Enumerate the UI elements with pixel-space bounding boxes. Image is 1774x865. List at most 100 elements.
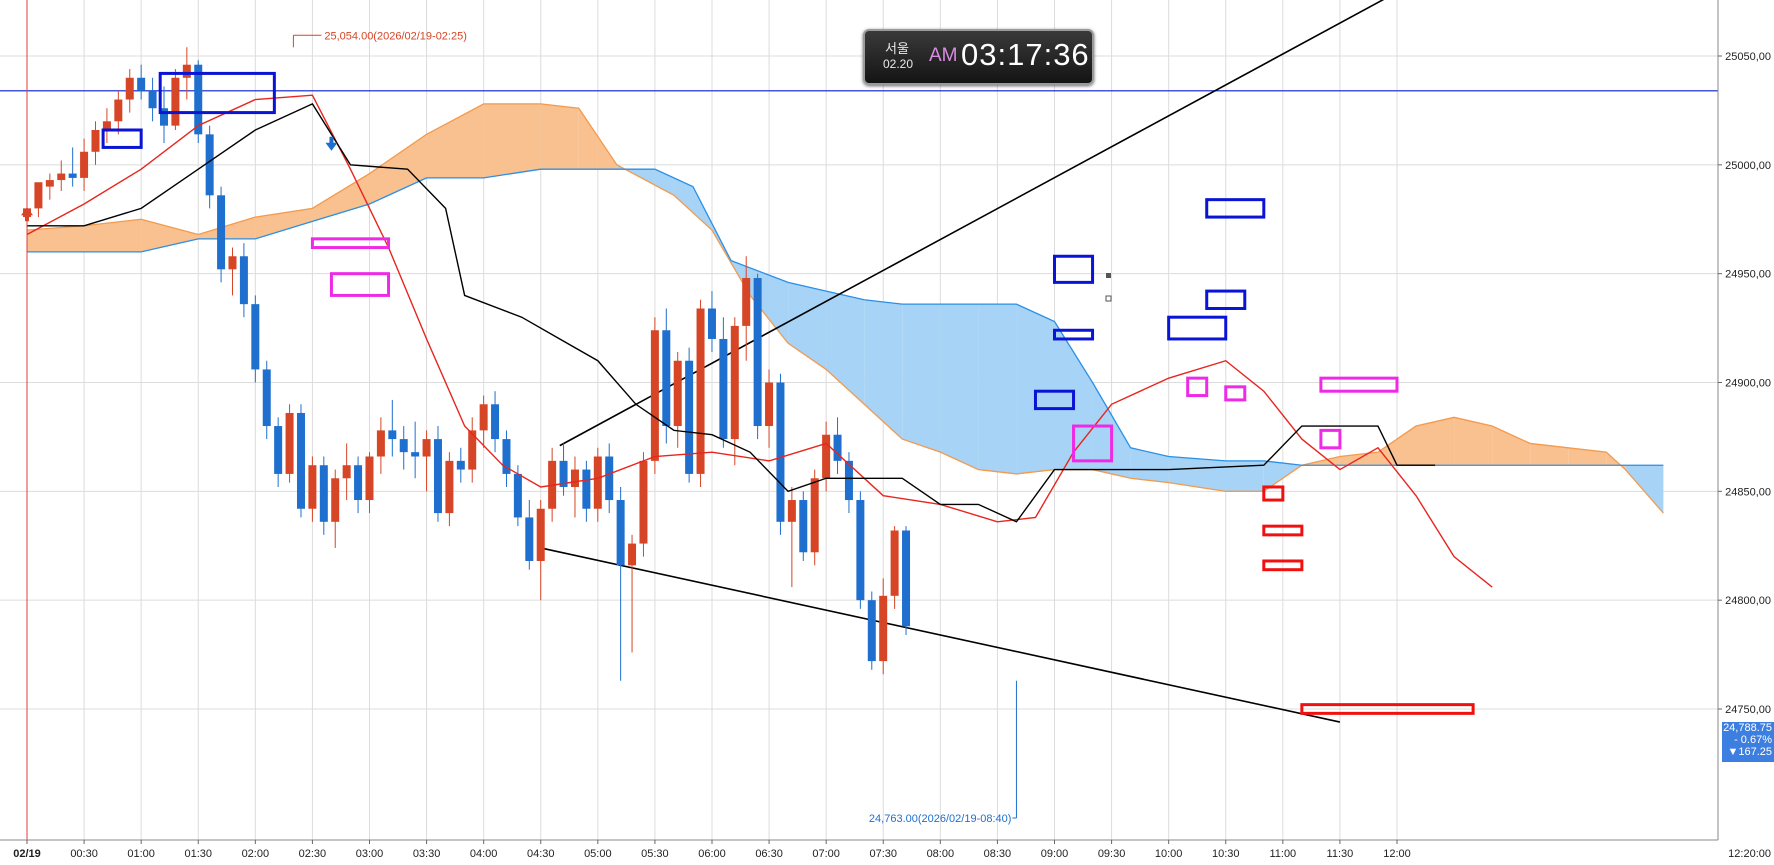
candle-body xyxy=(125,77,134,100)
zone-box-red xyxy=(1262,485,1285,502)
candle-body xyxy=(114,99,123,122)
cloud-segment xyxy=(369,134,427,205)
cloud-segment xyxy=(1225,460,1264,492)
time-tick-label: 05:00 xyxy=(584,848,612,860)
time-tick-label: 08:30 xyxy=(984,848,1012,860)
candle-body xyxy=(45,180,54,187)
time-tick-label: 09:30 xyxy=(1098,848,1126,860)
candle-body xyxy=(228,256,237,270)
candle xyxy=(422,430,431,492)
cloud-segment xyxy=(578,108,598,170)
time-tick-label: 10:00 xyxy=(1155,848,1183,860)
candle xyxy=(34,182,43,218)
candle xyxy=(262,360,271,440)
candle-body xyxy=(833,434,842,461)
clock-time: 03:17:36 xyxy=(961,37,1090,72)
candle-body xyxy=(91,130,100,152)
candle xyxy=(239,243,248,318)
candle xyxy=(45,173,54,200)
candle-body xyxy=(628,543,637,566)
candle-body xyxy=(376,430,385,457)
candle xyxy=(628,534,637,653)
price-axis-bg xyxy=(1718,0,1774,865)
candle xyxy=(582,460,591,522)
candle xyxy=(822,421,831,492)
cloud-segment xyxy=(312,173,370,222)
cloud-segment xyxy=(940,304,979,470)
cloud-segment xyxy=(1016,304,1055,474)
price-tick-label: 24850,00 xyxy=(1725,486,1771,498)
candle xyxy=(525,500,534,570)
candle xyxy=(102,108,111,144)
candle-body xyxy=(331,478,340,522)
cloud-segment xyxy=(426,103,484,178)
candle xyxy=(125,69,134,113)
candle-body xyxy=(34,182,43,209)
candles xyxy=(23,47,911,681)
candle xyxy=(799,491,808,561)
candle-body xyxy=(570,469,579,487)
zone-box-red xyxy=(1300,703,1475,715)
time-tick-label: 00:30 xyxy=(70,848,98,860)
cloud-segment xyxy=(198,217,256,239)
time-tick-label: 10:30 xyxy=(1212,848,1240,860)
candle xyxy=(536,500,545,601)
candle xyxy=(251,295,260,383)
candle xyxy=(217,186,226,283)
cloud-segment xyxy=(1168,456,1226,492)
candle-body xyxy=(274,426,283,474)
candle xyxy=(411,421,420,479)
time-axis-bg xyxy=(0,840,1774,865)
time-tick-label: 03:30 xyxy=(413,848,441,860)
trendline-handle xyxy=(1106,273,1111,278)
cloud-segment xyxy=(1568,447,1607,466)
candle-body xyxy=(810,478,819,553)
candle-body xyxy=(776,382,785,522)
candle-body xyxy=(205,134,214,196)
high-annotation: 25,054.00(2026/02/19-02:25) xyxy=(324,30,467,42)
candle xyxy=(491,391,500,453)
candle xyxy=(662,308,671,444)
candle-body xyxy=(217,195,226,270)
price-axis: 25050,00 25000,00 24950,00 24900,00 24850,00… xyxy=(1717,0,1774,865)
candle xyxy=(513,465,522,527)
candle-body xyxy=(502,439,511,474)
candle-body xyxy=(844,460,853,501)
candle-body xyxy=(319,465,328,522)
candle xyxy=(57,160,66,191)
candle xyxy=(433,426,442,522)
cloud-segment xyxy=(978,304,1017,474)
candle xyxy=(776,373,785,535)
candle xyxy=(274,417,283,487)
candle-body xyxy=(696,308,705,474)
candle xyxy=(810,469,819,566)
candle xyxy=(479,395,488,448)
candle-body xyxy=(662,330,671,427)
candle-body xyxy=(433,439,442,514)
candle xyxy=(388,399,397,457)
zone-box-blue xyxy=(101,128,143,149)
price-tick-label: 24900,00 xyxy=(1725,378,1771,390)
candle xyxy=(468,417,477,483)
zone-box-blue xyxy=(158,71,276,115)
candle xyxy=(902,526,911,635)
zone-box-magenta xyxy=(329,272,391,297)
cloud-segment xyxy=(540,103,579,170)
candle xyxy=(228,247,237,296)
cloud-segment xyxy=(826,291,865,405)
candle-body xyxy=(765,382,774,427)
candle xyxy=(137,64,146,100)
zone-box-blue xyxy=(1167,315,1228,341)
zone-box-blue xyxy=(1205,198,1266,219)
candle-body xyxy=(182,64,191,78)
cloud-segment xyxy=(1454,417,1493,466)
cloud-segment xyxy=(692,186,712,231)
zone-box-magenta xyxy=(1186,376,1209,398)
candle-body xyxy=(673,360,682,427)
candle xyxy=(787,486,796,588)
candle-body xyxy=(719,338,728,440)
candle xyxy=(742,256,751,361)
candle xyxy=(285,404,294,483)
zone-box-red xyxy=(1262,559,1304,572)
